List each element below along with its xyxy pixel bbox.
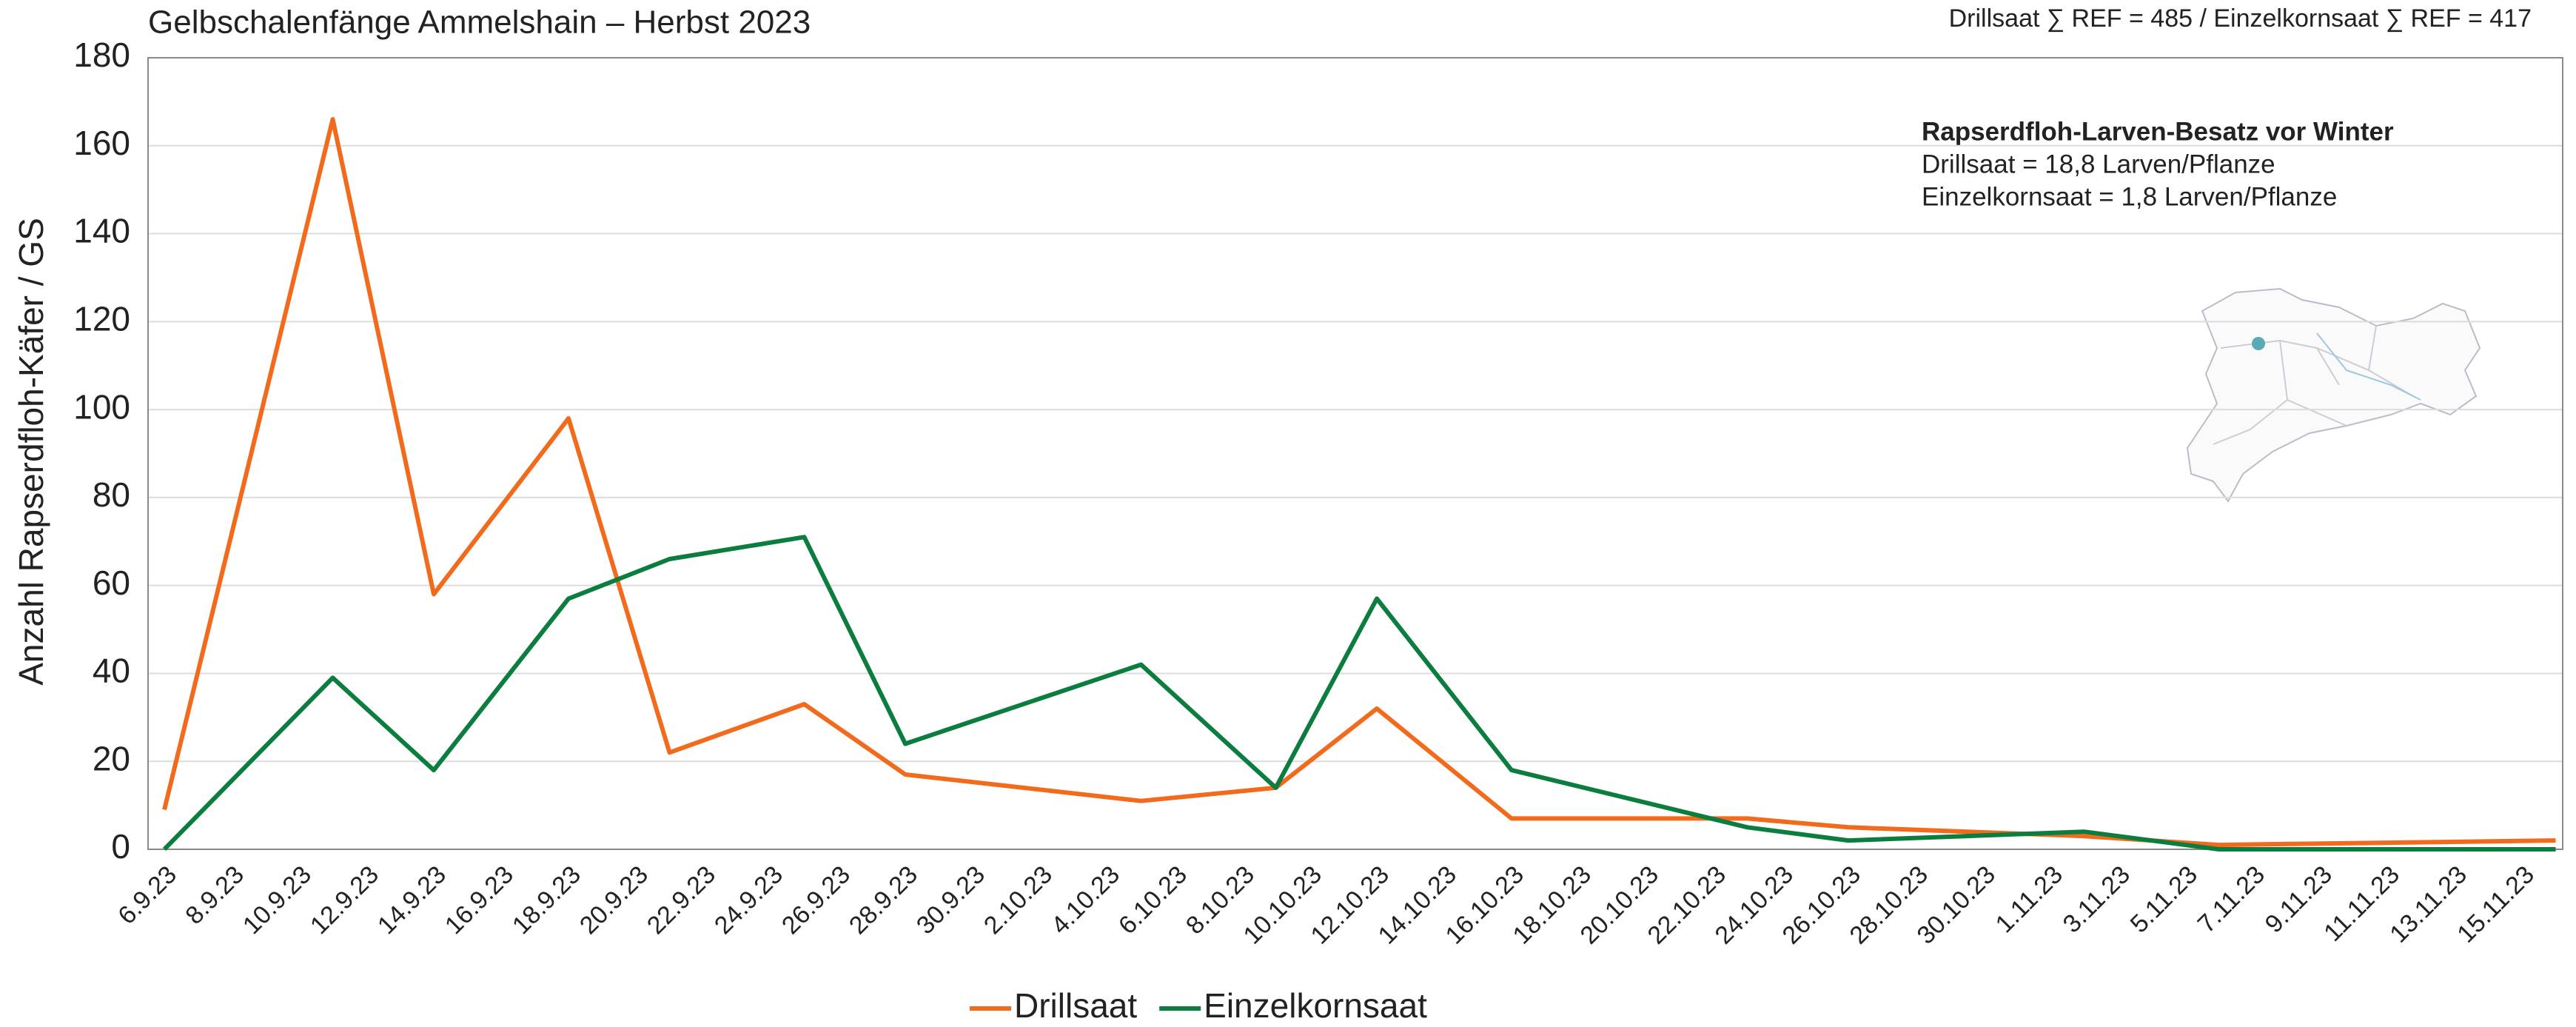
x-tick-label: 28.9.23 xyxy=(844,860,923,940)
x-tick-label: 16.9.23 xyxy=(440,860,519,940)
map xyxy=(2186,287,2481,503)
map-borders xyxy=(2213,325,2414,445)
y-tick-label: 0 xyxy=(111,827,130,866)
x-tick-label: 22.9.23 xyxy=(642,860,721,940)
x-tick-label: 18.9.23 xyxy=(507,860,586,940)
x-tick-label: 2.10.23 xyxy=(979,860,1058,940)
legend-label: Drillsaat xyxy=(1014,986,1137,1025)
x-tick-label: 7.11.23 xyxy=(2193,860,2270,938)
y-tick-label: 40 xyxy=(93,652,130,690)
x-tick-label: 6.10.23 xyxy=(1113,860,1193,940)
y-tick-label: 140 xyxy=(73,212,130,250)
x-tick-label: 10.9.23 xyxy=(238,860,317,940)
plot-frame xyxy=(147,57,2563,850)
legend: Drillsaat Einzelkornsaat xyxy=(970,986,1427,1025)
y-tick-label: 60 xyxy=(93,563,130,602)
x-tick-label: 3.11.23 xyxy=(2058,860,2136,938)
map-outline xyxy=(2186,287,2481,503)
x-tick-label: 20.9.23 xyxy=(574,860,654,940)
x-tick-label: 26.9.23 xyxy=(777,860,856,940)
map-location xyxy=(2252,337,2265,350)
annotation-line: Einzelkornsaat = 1,8 Larven/Pflanze xyxy=(1922,182,2337,211)
x-tick-label: 5.11.23 xyxy=(2125,860,2203,938)
x-tick-label: 30.9.23 xyxy=(911,860,990,940)
map-river xyxy=(2316,332,2421,401)
y-tick-label: 80 xyxy=(93,475,130,514)
y-tick-label: 100 xyxy=(73,387,130,426)
x-tick-label: 4.10.23 xyxy=(1046,860,1125,940)
y-tick-label: 120 xyxy=(73,299,130,338)
y-tick-label: 160 xyxy=(73,124,130,162)
chart-subtitle: Drillsaat ∑ REF = 485 / Einzelkornsaat ∑… xyxy=(1949,4,2532,33)
legend-label: Einzelkornsaat xyxy=(1204,986,1427,1025)
y-tick-label: 20 xyxy=(93,739,130,777)
line-series xyxy=(162,535,2556,852)
chart-title: Gelbschalenfänge Ammelshain – Herbst 202… xyxy=(148,4,811,41)
y-axis-label: Anzahl Rapserdfloh-Käfer / GS xyxy=(12,218,50,686)
line-series xyxy=(162,117,2556,848)
x-tick-label: 6.9.23 xyxy=(113,860,182,930)
x-tick-label: 14.9.23 xyxy=(372,860,452,940)
x-tick-label: 24.9.23 xyxy=(709,860,788,940)
x-tick-label: 1.11.23 xyxy=(1990,860,2068,938)
annotation-line: Drillsaat = 18,8 Larven/Pflanze xyxy=(1922,150,2275,178)
annotation-title: Rapserdfloh-Larven-Besatz vor Winter xyxy=(1922,117,2394,146)
y-tick-label: 180 xyxy=(73,36,130,74)
x-tick-label: 12.9.23 xyxy=(305,860,384,940)
